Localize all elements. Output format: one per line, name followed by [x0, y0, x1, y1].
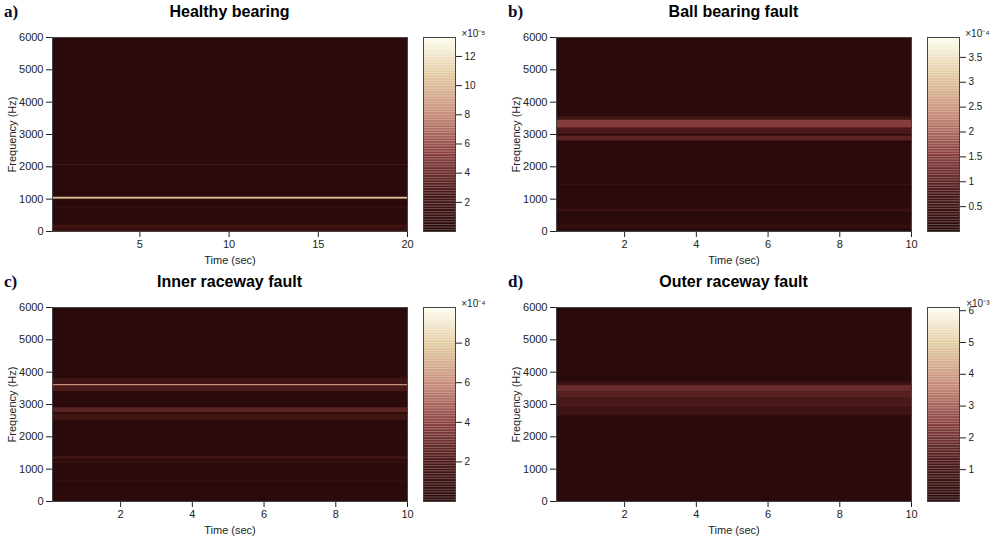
- svg-text:2.5: 2.5: [969, 101, 983, 112]
- svg-text:5000: 5000: [523, 333, 547, 345]
- svg-text:1000: 1000: [19, 463, 43, 475]
- svg-text:4: 4: [465, 167, 471, 178]
- svg-text:8: 8: [465, 337, 471, 348]
- svg-text:2: 2: [622, 238, 628, 250]
- svg-text:5000: 5000: [19, 63, 43, 75]
- html-text:Inner raceway fault: Inner raceway fault: [157, 273, 302, 290]
- svg-text:1: 1: [969, 464, 975, 475]
- svg-text:5000: 5000: [523, 63, 547, 75]
- svg-text:Frequency (Hz): Frequency (Hz): [510, 367, 522, 443]
- svg-text:1.5: 1.5: [969, 151, 983, 162]
- svg-text:3000: 3000: [19, 398, 43, 410]
- svg-text:8: 8: [333, 508, 339, 520]
- html-text:c): c): [4, 272, 18, 291]
- svg-text:3: 3: [969, 76, 975, 87]
- svg-text:4000: 4000: [523, 96, 547, 108]
- svg-text:3.5: 3.5: [969, 52, 983, 63]
- svg-text:6: 6: [261, 508, 267, 520]
- svg-text:4: 4: [969, 368, 975, 379]
- svg-text:2000: 2000: [19, 160, 43, 172]
- svg-text:5: 5: [137, 238, 143, 250]
- svg-text:20: 20: [401, 238, 413, 250]
- svg-text:5: 5: [969, 337, 975, 348]
- svg-text:4: 4: [465, 417, 471, 428]
- svg-text:0.5: 0.5: [969, 201, 983, 212]
- svg-text:Frequency (Hz): Frequency (Hz): [6, 367, 18, 443]
- svg-text:3000: 3000: [523, 128, 547, 140]
- svg-text:8: 8: [837, 508, 843, 520]
- svg-text:Time (sec): Time (sec): [204, 254, 256, 266]
- svg-text:2: 2: [118, 508, 124, 520]
- html-text:Ball bearing fault: Ball bearing fault: [668, 3, 799, 20]
- svg-text:4: 4: [693, 238, 699, 250]
- svg-text:5000: 5000: [19, 333, 43, 345]
- html-text:d): d): [508, 272, 524, 291]
- svg-text:4000: 4000: [19, 366, 43, 378]
- svg-text:6: 6: [968, 304, 975, 316]
- svg-text:3000: 3000: [19, 128, 43, 140]
- svg-text:10: 10: [223, 238, 235, 250]
- svg-text:1000: 1000: [523, 463, 547, 475]
- html-text:a): a): [4, 2, 19, 21]
- svg-text:15: 15: [312, 238, 324, 250]
- html-text:Healthy bearing: Healthy bearing: [169, 3, 290, 20]
- svg-text:10: 10: [401, 508, 413, 520]
- svg-text:6: 6: [465, 377, 471, 388]
- svg-text:×10⁻⁴: ×10⁻⁴: [965, 28, 989, 39]
- svg-text:2: 2: [969, 126, 975, 137]
- svg-text:2: 2: [465, 456, 471, 467]
- svg-text:6: 6: [765, 508, 771, 520]
- svg-text:2000: 2000: [523, 160, 547, 172]
- svg-text:Time (sec): Time (sec): [708, 254, 760, 266]
- svg-text:10: 10: [465, 80, 477, 91]
- svg-text:×10⁻³: ×10⁻³: [966, 298, 990, 309]
- svg-text:8: 8: [837, 238, 843, 250]
- svg-text:Frequency (Hz): Frequency (Hz): [510, 97, 522, 173]
- svg-text:×10⁻⁵: ×10⁻⁵: [461, 28, 485, 39]
- svg-text:2000: 2000: [19, 430, 43, 442]
- svg-text:6000: 6000: [19, 301, 43, 313]
- svg-text:10: 10: [905, 508, 917, 520]
- svg-text:0: 0: [37, 225, 43, 237]
- svg-text:3000: 3000: [523, 398, 547, 410]
- svg-text:4000: 4000: [19, 96, 43, 108]
- svg-text:0: 0: [541, 225, 547, 237]
- svg-text:6: 6: [765, 238, 771, 250]
- svg-text:Time (sec): Time (sec): [708, 524, 760, 536]
- svg-text:10: 10: [905, 238, 917, 250]
- svg-text:1: 1: [969, 176, 975, 187]
- svg-text:2: 2: [622, 508, 628, 520]
- svg-text:2000: 2000: [523, 430, 547, 442]
- svg-text:6000: 6000: [523, 301, 547, 313]
- html-text:b): b): [508, 2, 524, 21]
- svg-text:1000: 1000: [523, 193, 547, 205]
- svg-text:4: 4: [189, 508, 195, 520]
- svg-text:4000: 4000: [523, 366, 547, 378]
- svg-text:2: 2: [969, 432, 975, 443]
- svg-text:6: 6: [465, 138, 471, 149]
- svg-text:6000: 6000: [523, 31, 547, 43]
- svg-text:2: 2: [465, 197, 471, 208]
- svg-text:8: 8: [465, 109, 471, 120]
- svg-text:1000: 1000: [19, 193, 43, 205]
- svg-text:×10⁻⁴: ×10⁻⁴: [461, 298, 485, 309]
- svg-text:Frequency (Hz): Frequency (Hz): [6, 97, 18, 173]
- svg-text:4: 4: [693, 508, 699, 520]
- svg-text:0: 0: [541, 495, 547, 507]
- svg-text:Time (sec): Time (sec): [204, 524, 256, 536]
- html-text:Outer raceway fault: Outer raceway fault: [659, 273, 808, 290]
- svg-text:0: 0: [37, 495, 43, 507]
- svg-text:3: 3: [969, 400, 975, 411]
- svg-text:12: 12: [465, 51, 477, 62]
- svg-text:6000: 6000: [19, 31, 43, 43]
